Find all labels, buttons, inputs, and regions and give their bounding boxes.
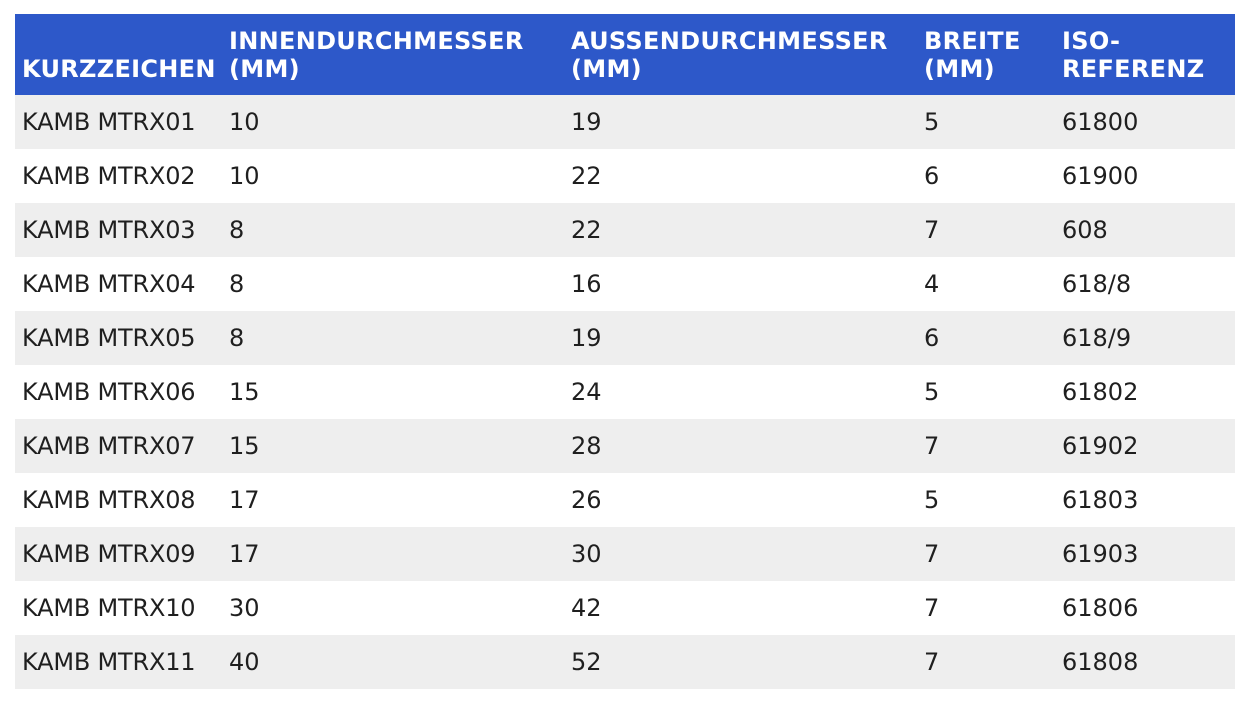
table-row: KAMB MTRX05 8 19 6 618/9: [15, 311, 1235, 365]
cell-kurzzeichen: KAMB MTRX01: [22, 108, 196, 136]
cell-breite: 7: [924, 540, 940, 568]
cell-aussendurchmesser: 19: [571, 108, 602, 136]
cell-aussendurchmesser: 30: [571, 540, 602, 568]
table-row: KAMB MTRX02 10 22 6 61900: [15, 149, 1235, 203]
cell-kurzzeichen: KAMB MTRX10: [22, 594, 196, 622]
cell-kurzzeichen: KAMB MTRX06: [22, 378, 196, 406]
table-row: KAMB MTRX01 10 19 5 61800: [15, 95, 1235, 149]
header-aussendurchmesser: AUSSENDURCHMESSER (MM): [571, 27, 888, 83]
cell-aussendurchmesser: 26: [571, 486, 602, 514]
cell-breite: 5: [924, 486, 940, 514]
cell-breite: 7: [924, 594, 940, 622]
table-header: KURZZEICHEN INNENDURCHMESSER (MM) AUSSEN…: [15, 14, 1235, 95]
cell-breite: 6: [924, 324, 940, 352]
cell-iso-referenz: 608: [1062, 216, 1108, 244]
cell-kurzzeichen: KAMB MTRX05: [22, 324, 196, 352]
cell-innendurchmesser: 8: [229, 324, 245, 352]
header-breite: BREITE (MM): [924, 27, 1021, 83]
table-row: KAMB MTRX03 8 22 7 608: [15, 203, 1235, 257]
cell-innendurchmesser: 8: [229, 216, 245, 244]
table-row: KAMB MTRX10 30 42 7 61806: [15, 581, 1235, 635]
table-row: KAMB MTRX09 17 30 7 61903: [15, 527, 1235, 581]
cell-kurzzeichen: KAMB MTRX04: [22, 270, 196, 298]
table-row: KAMB MTRX07 15 28 7 61902: [15, 419, 1235, 473]
header-row: KURZZEICHEN INNENDURCHMESSER (MM) AUSSEN…: [15, 14, 1235, 95]
cell-innendurchmesser: 30: [229, 594, 260, 622]
cell-kurzzeichen: KAMB MTRX07: [22, 432, 196, 460]
cell-iso-referenz: 618/9: [1062, 324, 1132, 352]
cell-iso-referenz: 61903: [1062, 540, 1139, 568]
table-row: KAMB MTRX04 8 16 4 618/8: [15, 257, 1235, 311]
cell-innendurchmesser: 8: [229, 270, 245, 298]
bearing-table: KURZZEICHEN INNENDURCHMESSER (MM) AUSSEN…: [15, 14, 1235, 689]
cell-innendurchmesser: 15: [229, 378, 260, 406]
header-kurzzeichen: KURZZEICHEN: [22, 55, 216, 83]
cell-breite: 5: [924, 108, 940, 136]
cell-breite: 7: [924, 432, 940, 460]
cell-aussendurchmesser: 19: [571, 324, 602, 352]
cell-iso-referenz: 61803: [1062, 486, 1139, 514]
cell-breite: 6: [924, 162, 940, 190]
cell-iso-referenz: 61902: [1062, 432, 1139, 460]
cell-aussendurchmesser: 42: [571, 594, 602, 622]
table-row: KAMB MTRX06 15 24 5 61802: [15, 365, 1235, 419]
cell-kurzzeichen: KAMB MTRX09: [22, 540, 196, 568]
cell-iso-referenz: 61808: [1062, 648, 1139, 676]
cell-innendurchmesser: 10: [229, 162, 260, 190]
cell-iso-referenz: 61802: [1062, 378, 1139, 406]
header-iso-referenz: ISO-REFERENZ: [1062, 27, 1205, 83]
cell-aussendurchmesser: 22: [571, 216, 602, 244]
cell-innendurchmesser: 17: [229, 486, 260, 514]
cell-innendurchmesser: 15: [229, 432, 260, 460]
cell-breite: 4: [924, 270, 940, 298]
cell-iso-referenz: 61900: [1062, 162, 1139, 190]
cell-aussendurchmesser: 24: [571, 378, 602, 406]
cell-breite: 7: [924, 216, 940, 244]
header-innendurchmesser: INNENDURCHMESSER (MM): [229, 27, 524, 83]
cell-kurzzeichen: KAMB MTRX08: [22, 486, 196, 514]
cell-iso-referenz: 618/8: [1062, 270, 1132, 298]
cell-iso-referenz: 61806: [1062, 594, 1139, 622]
cell-aussendurchmesser: 52: [571, 648, 602, 676]
cell-aussendurchmesser: 22: [571, 162, 602, 190]
table-body: KAMB MTRX01 10 19 5 61800 KAMB MTRX02 10…: [15, 95, 1235, 689]
cell-kurzzeichen: KAMB MTRX03: [22, 216, 196, 244]
cell-aussendurchmesser: 28: [571, 432, 602, 460]
cell-innendurchmesser: 17: [229, 540, 260, 568]
cell-breite: 5: [924, 378, 940, 406]
table-row: KAMB MTRX08 17 26 5 61803: [15, 473, 1235, 527]
cell-innendurchmesser: 40: [229, 648, 260, 676]
table-row: KAMB MTRX11 40 52 7 61808: [15, 635, 1235, 689]
cell-breite: 7: [924, 648, 940, 676]
bearing-table-container: KURZZEICHEN INNENDURCHMESSER (MM) AUSSEN…: [15, 14, 1235, 689]
cell-kurzzeichen: KAMB MTRX11: [22, 648, 196, 676]
cell-aussendurchmesser: 16: [571, 270, 602, 298]
cell-iso-referenz: 61800: [1062, 108, 1139, 136]
cell-innendurchmesser: 10: [229, 108, 260, 136]
cell-kurzzeichen: KAMB MTRX02: [22, 162, 196, 190]
